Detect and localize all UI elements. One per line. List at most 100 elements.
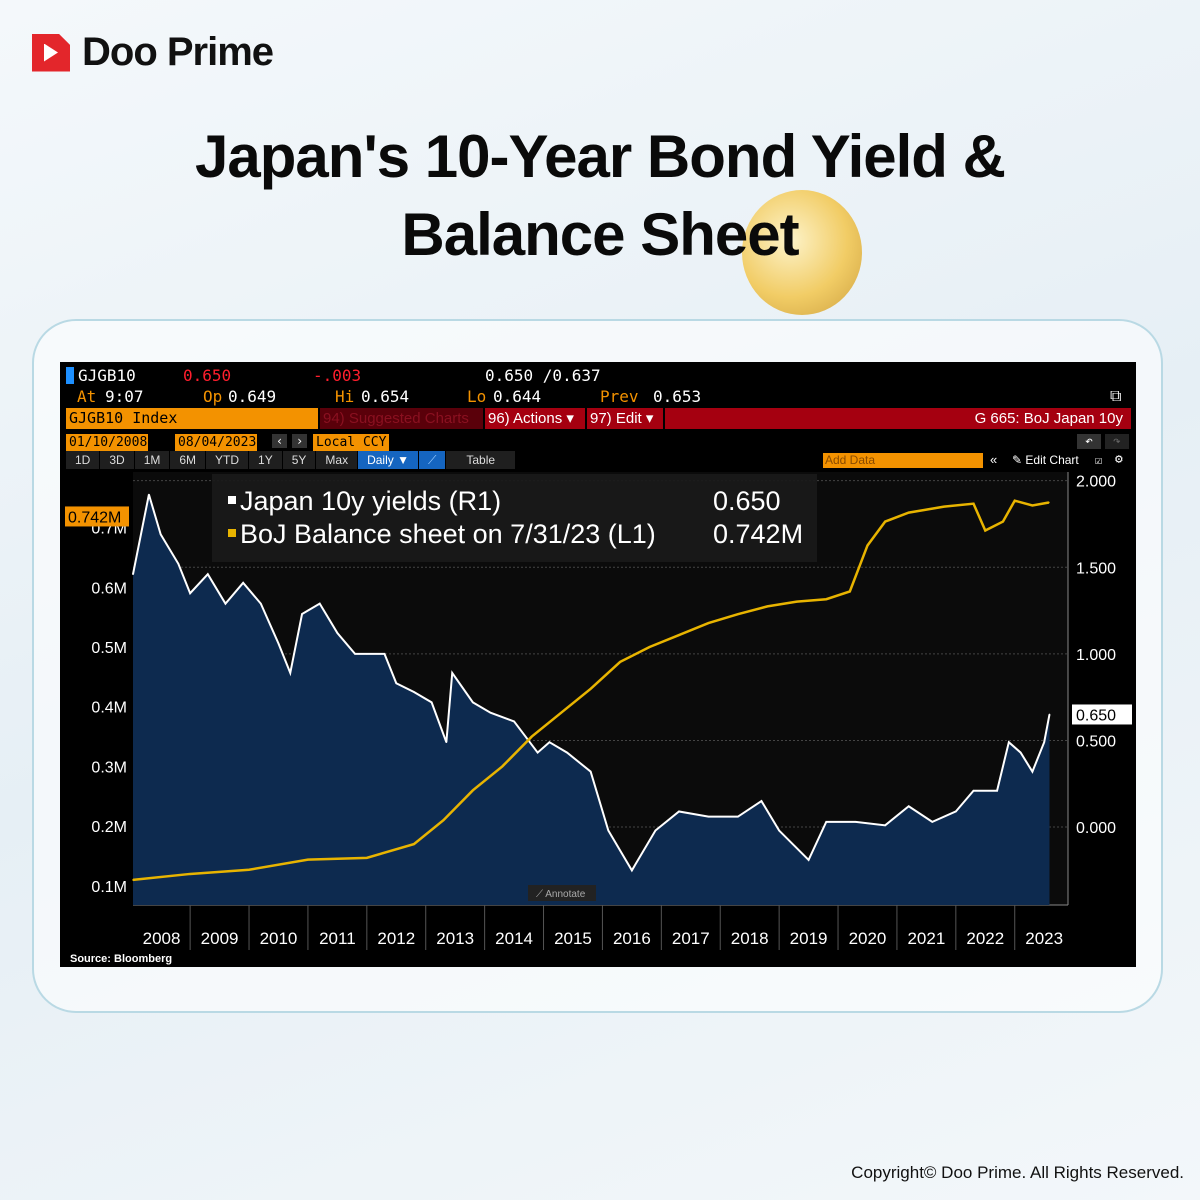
yield-point	[159, 533, 162, 536]
annotate-button	[528, 885, 596, 901]
legend-swatch	[228, 496, 236, 504]
right-tick-label: 0.000	[1076, 820, 1116, 837]
page-title: Japan's 10-Year Bond Yield & Balance Shee…	[195, 123, 1006, 268]
yield-point	[548, 741, 551, 743]
yield-point	[277, 642, 280, 645]
period-6m[interactable]: 6M	[170, 451, 206, 469]
left-tick-label: 0.6M	[91, 580, 127, 597]
last-bs-badge	[65, 506, 129, 527]
line-chart-icon[interactable]: ⟋	[418, 451, 446, 469]
yield-point	[972, 789, 975, 792]
security-field[interactable]: GJGB10 Index	[66, 408, 318, 429]
x-tick-label: 2020	[849, 929, 887, 948]
x-tick-label: 2018	[731, 929, 769, 948]
table-button[interactable]: Table	[446, 451, 516, 469]
collapse-icon[interactable]: «	[990, 452, 998, 467]
right-tick-label: 0.500	[1076, 733, 1116, 750]
next-period-button[interactable]: ›	[292, 434, 308, 448]
yield-point	[451, 672, 454, 674]
balance-sheet-point	[678, 634, 680, 636]
balance-sheet-point	[132, 879, 134, 881]
yield-point	[1019, 751, 1022, 754]
yield-point	[148, 493, 150, 496]
hi-value: 0.654	[361, 387, 410, 406]
yield-point	[825, 821, 828, 823]
legend-box	[212, 474, 817, 562]
period-ytd[interactable]: YTD	[206, 451, 249, 469]
yield-point	[445, 741, 448, 743]
period-3d[interactable]: 3D	[100, 451, 134, 469]
period-max[interactable]: Max	[316, 451, 358, 469]
frequency-select[interactable]: Daily ▼	[358, 451, 418, 469]
redo-icon[interactable]: ↷	[1105, 434, 1129, 449]
balance-sheet-point	[825, 598, 828, 601]
edit-menu[interactable]: 97) Edit ▾	[587, 408, 663, 429]
popout-icon[interactable]: ⧉	[1110, 386, 1122, 405]
edit-chart-button[interactable]: ✎ Edit Chart	[1012, 453, 1079, 467]
yield-point	[707, 815, 710, 818]
period-1d[interactable]: 1D	[66, 451, 100, 469]
yield-point	[336, 632, 339, 634]
yield-point	[760, 800, 763, 802]
balance-sheet-point	[413, 843, 415, 845]
yield-point	[737, 815, 739, 818]
lo-label: Lo	[467, 387, 487, 406]
end-date-input[interactable]: 08/04/2023	[175, 434, 257, 451]
legend-value: 0.742M	[713, 519, 803, 549]
right-tick-label: 1.000	[1076, 647, 1116, 664]
x-tick-label: 2023	[1025, 929, 1063, 948]
yield-point	[1048, 713, 1051, 716]
start-date-input[interactable]: 01/10/2008	[66, 434, 148, 451]
balance-sheet-point	[530, 735, 533, 738]
bloomberg-terminal: GJGB10 0.650 -.003 0.650 /0.637 At 9:07 …	[60, 362, 1136, 967]
balance-sheet-point	[1002, 520, 1004, 523]
balance-sheet-point	[884, 520, 886, 523]
balance-sheet-point	[907, 511, 910, 514]
balance-sheet-point	[984, 529, 987, 532]
yield-point	[931, 821, 934, 823]
balance-sheet-point	[648, 646, 651, 648]
ticker: GJGB10	[78, 366, 136, 385]
settings-gear-icon[interactable]: ⚙	[1115, 452, 1123, 467]
actions-menu[interactable]: 96) Actions ▾	[485, 408, 585, 429]
balance-sheet-point	[707, 622, 710, 624]
yield-point	[189, 592, 191, 595]
left-tick-label: 0.5M	[91, 640, 127, 657]
source-note: Source: Bloomberg	[70, 953, 173, 965]
x-tick-label: 2008	[143, 929, 181, 948]
yield-area	[133, 494, 1050, 905]
prev-period-button[interactable]: ‹	[272, 434, 288, 448]
yield-point	[489, 711, 492, 714]
balance-sheet-point	[866, 544, 869, 547]
balance-sheet-point	[307, 858, 309, 861]
period-toolbar: 1D 3D 1M 6M YTD 1Y 5Y Max Daily ▼ ⟋ Tabl…	[66, 451, 516, 469]
period-5y[interactable]: 5Y	[282, 451, 316, 469]
suggested-charts-button[interactable]: 94) Suggested Charts	[320, 408, 483, 429]
left-tick-label: 0.1M	[91, 879, 127, 896]
left-tick-label: 0.4M	[91, 700, 127, 717]
yield-point	[807, 859, 810, 861]
yield-point	[513, 720, 515, 723]
yield-point	[177, 562, 180, 565]
yield-point	[854, 821, 857, 823]
balance-sheet-point	[737, 613, 739, 615]
last-yield-label: 0.650	[1076, 707, 1116, 724]
yield-point	[536, 751, 539, 754]
period-1y[interactable]: 1Y	[249, 451, 282, 469]
yield-point	[1031, 770, 1034, 773]
period-1m[interactable]: 1M	[134, 451, 170, 469]
balance-sheet-point	[248, 868, 250, 871]
chart-name: G 665: BoJ Japan 10y	[665, 408, 1131, 429]
prev-label: Prev	[600, 387, 639, 406]
yield-point	[318, 602, 321, 605]
balance-sheet-point	[766, 605, 769, 608]
legend-swatch	[228, 529, 236, 537]
undo-icon[interactable]: ↶	[1077, 434, 1101, 449]
yield-point	[589, 770, 592, 773]
add-data-input[interactable]: Add Data	[823, 453, 983, 468]
annotate-toggle-icon[interactable]: ☑	[1095, 453, 1103, 467]
yield-point	[1008, 741, 1010, 743]
copyright: Copyright© Doo Prime. All Rights Reserve…	[851, 1163, 1184, 1182]
currency-select[interactable]: Local CCY	[313, 434, 389, 451]
x-tick-label: 2017	[672, 929, 710, 948]
